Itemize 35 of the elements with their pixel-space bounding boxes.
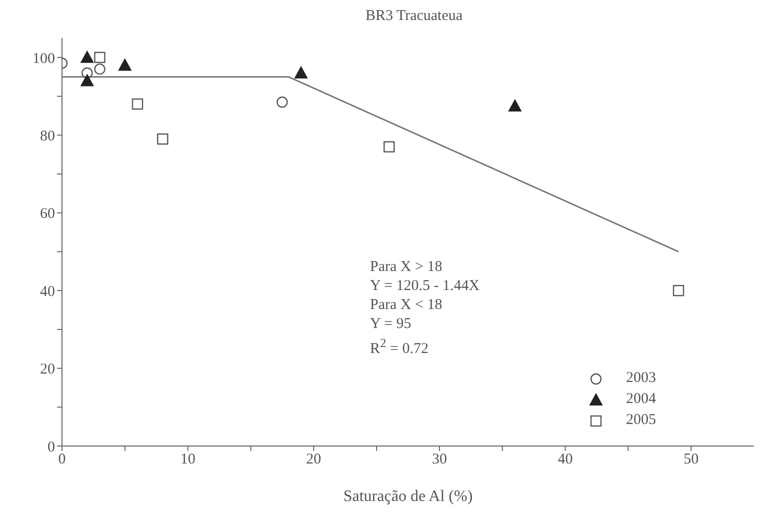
x-tick-label: 20 [306,452,322,468]
point [80,74,94,86]
y-tick-label: 0 [48,439,55,456]
annotation: Y = 95 [370,315,412,334]
y-tick-label: 100 [32,50,55,67]
x-tick-label: 40 [558,452,573,468]
y-tick-label: 60 [40,206,55,222]
chart-title: BR3 Tracuateua [364,8,464,26]
point [508,100,522,112]
x-tick-label: 0 [58,452,66,468]
x-tick-label: 50 [684,452,699,468]
point [384,141,395,152]
point [294,66,308,78]
legend-label: 2004 [626,390,656,409]
point [94,63,106,75]
annotation: Y = 120.5 - 1.44X [370,277,480,296]
y-tick-label: 20 [40,362,55,378]
point [157,133,168,145]
y-tick-label: 40 [40,284,55,300]
point [132,98,144,110]
point [94,52,106,64]
y-tick-label: 80 [40,128,55,144]
legend-label: 2003 [626,369,656,388]
point [276,96,288,108]
point [118,58,132,71]
annotation: Para X < 18 [370,296,444,315]
point [80,50,94,63]
x-axis-title: Saturação de Al (%) [343,488,473,505]
point [672,284,684,296]
annotation: R$^{2}$ = 0.72 [370,335,430,359]
x-tick-label: 10 [180,452,196,468]
point [82,67,93,79]
x-tick-label: 30 [432,452,447,468]
legend-label: 2005 [626,411,656,430]
annotation: Para X > 18 [370,258,444,277]
